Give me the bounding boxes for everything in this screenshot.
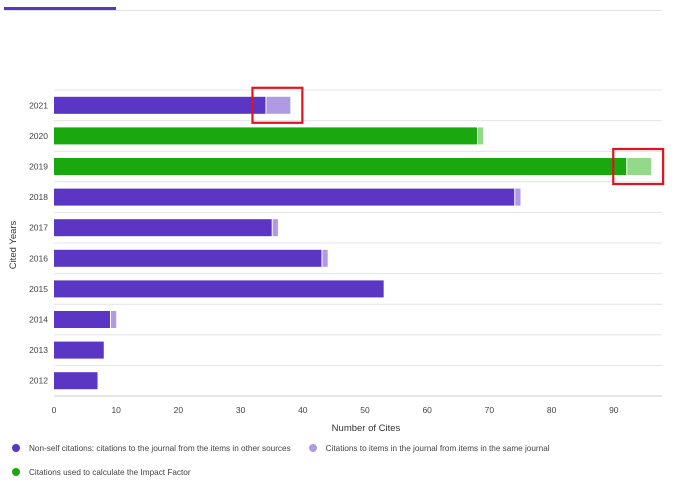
cited-years-bar-chart: 2021 2020 2019 2018 2017 2016 2015 2014 2013 2012… xyxy=(8,86,665,434)
bar-self-2020[interactable] xyxy=(477,127,484,145)
bar-nonself-2019[interactable] xyxy=(54,158,627,175)
highlight-box-2019 xyxy=(612,147,665,186)
bar-nonself-2012[interactable] xyxy=(54,372,98,390)
x-tick-label: 10 xyxy=(111,405,121,415)
bar-self-2017[interactable] xyxy=(272,219,278,237)
legend-row: Citations used to calculate the Impact F… xyxy=(12,465,672,479)
legend-item-impact-factor[interactable]: Citations used to calculate the Impact F… xyxy=(12,468,191,477)
legend-swatch-impact-factor xyxy=(12,468,20,476)
x-tick-labels: 0 10 20 30 40 50 60 70 80 90 xyxy=(52,405,619,415)
bar-nonself-2015[interactable] xyxy=(54,280,384,298)
legend-item-nonself[interactable]: Non-self citations: citations to the jou… xyxy=(12,444,291,453)
x-tick-label: 90 xyxy=(609,405,619,415)
highlight-box-2021 xyxy=(251,86,304,124)
highlight-layer xyxy=(251,86,665,186)
bar-nonself-2016[interactable] xyxy=(54,249,322,267)
legend-row: Non-self citations: citations to the jou… xyxy=(12,441,672,455)
y-tick-label: 2018 xyxy=(29,192,48,202)
x-tick-label: 0 xyxy=(52,405,57,415)
top-tab-bar xyxy=(0,0,676,12)
y-tick-label: 2021 xyxy=(29,100,48,110)
x-tick-label: 60 xyxy=(422,405,432,415)
y-tick-label: 2013 xyxy=(29,345,48,355)
y-tick-label: 2012 xyxy=(29,376,48,386)
bar-nonself-2014[interactable] xyxy=(54,311,110,328)
y-tick-label: 2014 xyxy=(29,315,48,325)
bar-nonself-2013[interactable] xyxy=(54,341,104,359)
bar-nonself-2020[interactable] xyxy=(54,127,477,145)
legend-label-impact-factor: Citations used to calculate the Impact F… xyxy=(29,467,191,477)
legend-label-nonself: Non-self citations: citations to the jou… xyxy=(29,443,291,453)
bar-nonself-2017[interactable] xyxy=(54,219,272,237)
y-tick-label: 2019 xyxy=(29,162,48,172)
x-tick-label: 20 xyxy=(174,405,184,415)
chart-legend: Non-self citations: citations to the jou… xyxy=(12,441,672,489)
x-axis-label: Number of Cites xyxy=(332,423,401,434)
grid-layer xyxy=(54,89,662,397)
y-axis-label: Cited Years xyxy=(8,220,19,269)
legend-label-self: Citations to items in the journal from i… xyxy=(325,443,550,453)
x-tick-label: 70 xyxy=(485,405,495,415)
y-tick-label: 2020 xyxy=(29,131,48,141)
x-tick-label: 30 xyxy=(236,405,246,415)
bar-self-2018[interactable] xyxy=(515,188,521,206)
bar-self-2014[interactable] xyxy=(110,311,117,328)
legend-item-self[interactable]: Citations to items in the journal from i… xyxy=(308,443,550,453)
x-tick-label: 50 xyxy=(360,405,370,415)
y-tick-label: 2016 xyxy=(29,253,48,263)
y-tick-label: 2017 xyxy=(29,223,48,233)
tab-divider xyxy=(4,10,662,11)
bar-self-2016[interactable] xyxy=(322,249,328,267)
x-tick-label: 80 xyxy=(547,405,557,415)
bar-self-2021[interactable] xyxy=(266,96,291,114)
bars-layer xyxy=(54,96,652,390)
legend-swatch-self xyxy=(308,444,317,452)
active-tab-indicator[interactable] xyxy=(4,7,116,10)
bar-nonself-2018[interactable] xyxy=(54,188,515,206)
legend-swatch-nonself xyxy=(12,444,20,452)
x-tick-label: 40 xyxy=(298,405,308,415)
bar-nonself-2021[interactable] xyxy=(54,96,266,114)
y-tick-labels: 2021 2020 2019 2018 2017 2016 2015 2014 2013 2012 xyxy=(29,100,48,385)
bar-self-2019[interactable] xyxy=(627,158,652,175)
y-tick-label: 2015 xyxy=(29,284,48,294)
